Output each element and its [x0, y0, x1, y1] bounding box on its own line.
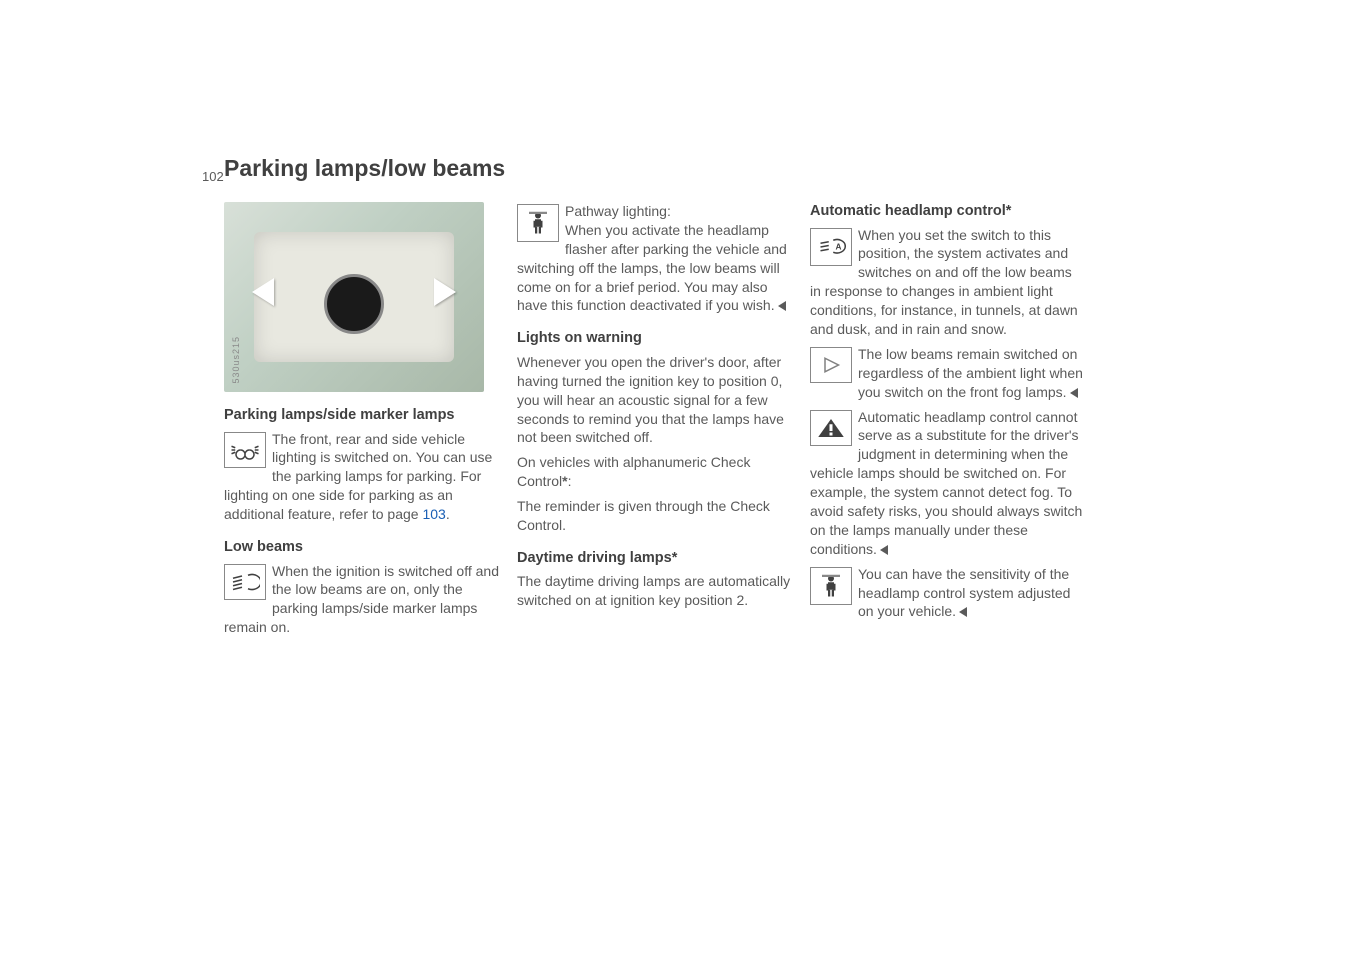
para-lights-on-3: The reminder is given through the Check … [517, 497, 792, 535]
heading-daytime: Daytime driving lamps* [517, 549, 792, 569]
page-title: Parking lamps/low beams [224, 155, 1104, 182]
heading-lights-on-warning: Lights on warning [517, 329, 792, 349]
column-2: Pathway lighting: When you activate the … [517, 202, 792, 643]
service-info-icon [517, 204, 559, 242]
heading-low-beams: Low beams [224, 538, 499, 558]
figure-code: 530us215 [230, 336, 242, 384]
para-daytime: The daytime driving lamps are automatica… [517, 572, 792, 610]
heading-auto-headlamp: Automatic headlamp control* [810, 202, 1085, 222]
auto-headlamp-icon: A [810, 228, 852, 266]
figure-arrow-right [434, 278, 456, 306]
para-auto-4: You can have the sensitivity of the head… [810, 565, 1085, 622]
figure-panel [254, 232, 454, 362]
end-marker-icon [880, 545, 888, 555]
warning-icon [810, 410, 852, 446]
page-content: 102 Parking lamps/low beams 530us215 Par… [224, 155, 1104, 643]
para-pathway: Pathway lighting: When you activate the … [517, 202, 792, 315]
para-auto-3: Automatic headlamp control cannot serve … [810, 408, 1085, 559]
para-auto-1: A When you set the switch to this positi… [810, 226, 1085, 339]
para-auto-2-text: The low beams remain switched on regardl… [858, 346, 1083, 400]
para-low-beams: When the ignition is switched off and th… [224, 562, 499, 638]
figure-knob [324, 274, 384, 334]
parking-lamp-icon [224, 432, 266, 468]
column-layout: 530us215 Parking lamps/side marker lamps… [224, 202, 1104, 643]
para-lights-on-2: On vehicles with alphanumeric Check Cont… [517, 453, 792, 491]
para-lights-on-1: Whenever you open the driver's door, aft… [517, 353, 792, 447]
note-arrow-icon [810, 347, 852, 383]
para-lights-on-2a: On vehicles with alphanumeric Check Cont… [517, 454, 750, 489]
end-marker-icon [1070, 388, 1078, 398]
para-parking-lamps: The front, rear and side vehicle lightin… [224, 430, 499, 524]
para-lights-on-2b: : [568, 473, 572, 489]
svg-text:A: A [836, 242, 842, 251]
pathway-label: Pathway lighting: [565, 203, 671, 219]
figure-arrow-left [252, 278, 274, 306]
service-info-icon [810, 567, 852, 605]
column-3: Automatic headlamp control* A When you s… [810, 202, 1085, 643]
column-1: 530us215 Parking lamps/side marker lamps… [224, 202, 499, 643]
heading-parking-lamps: Parking lamps/side marker lamps [224, 406, 499, 426]
end-marker-icon [778, 301, 786, 311]
para-auto-2: The low beams remain switched on regardl… [810, 345, 1085, 402]
page-number: 102 [202, 169, 224, 184]
para-parking-text-b: . [446, 506, 450, 522]
low-beam-icon [224, 564, 266, 600]
page-ref-103[interactable]: 103 [422, 506, 445, 522]
end-marker-icon [959, 607, 967, 617]
light-switch-figure: 530us215 [224, 202, 484, 392]
